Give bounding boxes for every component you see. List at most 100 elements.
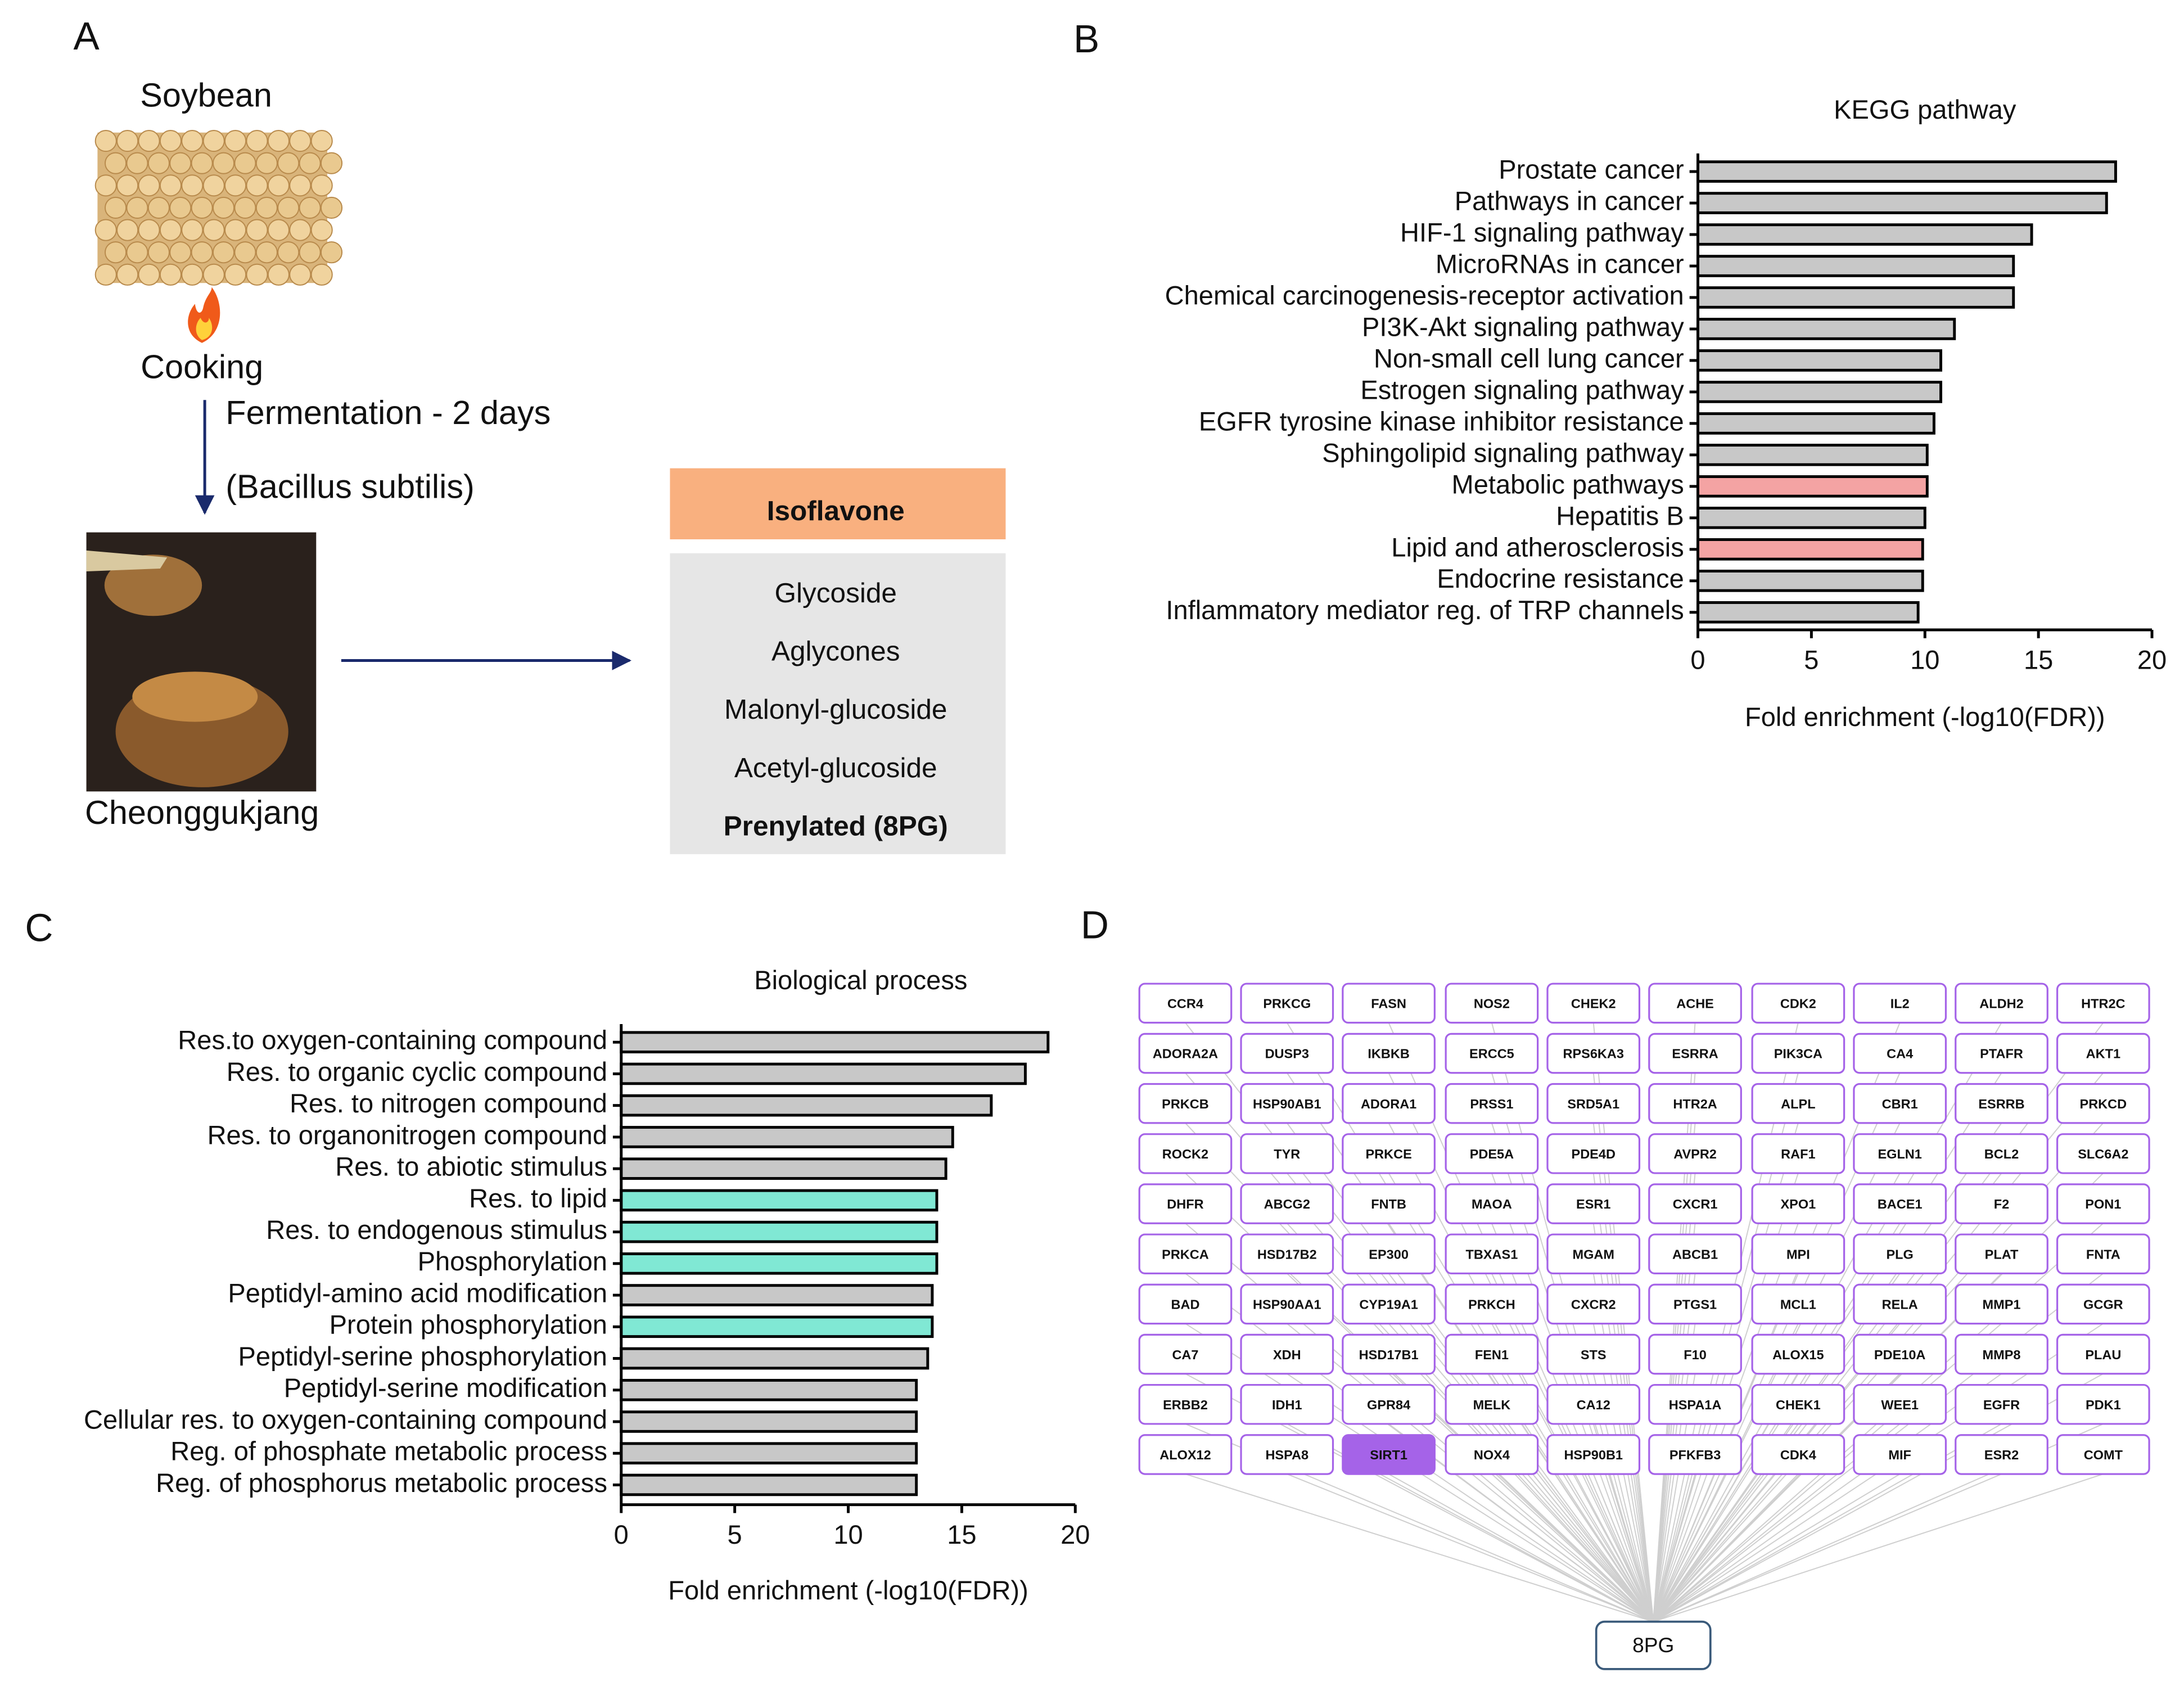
bar: [1696, 570, 1924, 592]
cooking-label: Cooking: [141, 348, 263, 386]
bean: [246, 219, 268, 241]
gene-label: CDK2: [1780, 997, 1816, 1011]
bar: [1696, 444, 1929, 466]
gene-label: IKBKB: [1368, 1047, 1409, 1061]
gene-node: [1648, 1283, 1742, 1325]
bar: [620, 1378, 918, 1401]
organism-label: (Bacillus subtilis): [225, 468, 475, 506]
bean: [310, 130, 333, 152]
bean: [138, 263, 160, 286]
chart-title: Biological process: [754, 965, 967, 995]
gene-node: [1648, 1133, 1742, 1174]
gene-node: [1546, 1133, 1641, 1174]
bar: [620, 1284, 934, 1306]
bar: [1696, 507, 1926, 529]
gene-node: [1751, 1133, 1845, 1174]
panel-d: D CCR4 PRKCG FASN NOS2 CHEK2 ACHE CDK2 IL2 ALDH2…: [1081, 903, 2150, 1670]
gene-node: [1138, 1333, 1233, 1375]
gene-label: EGLN1: [1878, 1147, 1921, 1161]
gene-label: COMT: [2084, 1448, 2123, 1462]
gene-label: HSD17B2: [1257, 1247, 1317, 1261]
gene-node: [1648, 1033, 1742, 1074]
bar: [620, 1347, 929, 1370]
gene-node: [1445, 1183, 1539, 1224]
bar: [1696, 286, 2015, 309]
gene-label: FNTB: [1371, 1197, 1406, 1211]
y-tick-label: EGFR tyrosine kinase inhibitor resistanc…: [1199, 406, 1684, 436]
gene-node: [1648, 1383, 1742, 1425]
gene-node: [1138, 1434, 1233, 1475]
gene-label: MCL1: [1780, 1297, 1816, 1312]
bar: [620, 1126, 954, 1148]
gene-label: CA12: [1577, 1398, 1610, 1412]
gene-label: ALOX12: [1159, 1448, 1211, 1462]
gene-label: PTGS1: [1673, 1297, 1717, 1312]
bean: [289, 263, 312, 286]
table-header: Isoflavone: [767, 495, 905, 526]
gene-node: [1445, 1434, 1539, 1475]
gene-label: CHEK1: [1776, 1398, 1821, 1412]
panel-letter: A: [73, 14, 100, 58]
step-label: Fermentation - 2 days: [225, 394, 550, 431]
gene-node: [1138, 1033, 1233, 1074]
gene-label: CDK4: [1780, 1448, 1816, 1462]
gene-label: NOX4: [1474, 1448, 1510, 1462]
gene-label: PLAU: [2085, 1347, 2121, 1362]
gene-label: ROCK2: [1162, 1147, 1208, 1161]
gene-label: HSPA8: [1265, 1448, 1308, 1462]
gene-node: [1342, 1434, 1436, 1475]
gene-label: MGAM: [1573, 1247, 1614, 1261]
gene-node: [1751, 1033, 1845, 1074]
gene-node: [1955, 1133, 2048, 1174]
bean: [320, 152, 343, 174]
gene-node: [1445, 1033, 1539, 1074]
gene-label: MMP8: [1983, 1347, 2021, 1362]
bean: [246, 263, 268, 286]
bean: [310, 263, 333, 286]
gene-node: [1240, 1233, 1334, 1275]
bean: [277, 196, 300, 219]
table-header-bg: [670, 468, 1006, 540]
gene-node: [1342, 982, 1436, 1024]
gene-label: WEE1: [1881, 1398, 1919, 1412]
gene-node: [2056, 1083, 2150, 1124]
bean: [105, 241, 127, 264]
gene-node: [2056, 1033, 2150, 1074]
gene-node: [1445, 1133, 1539, 1174]
y-tick-label: Phosphorylation: [418, 1246, 607, 1276]
bean: [147, 152, 170, 174]
y-tick-label: HIF-1 signaling pathway: [1400, 217, 1684, 247]
gene-label: ADORA1: [1361, 1097, 1416, 1111]
panel-letter: C: [25, 905, 53, 949]
bean: [310, 219, 333, 241]
bean: [181, 174, 204, 197]
gene-node: [1240, 1033, 1334, 1074]
gene-label: PFKFB3: [1669, 1448, 1721, 1462]
gene-label: ACHE: [1676, 997, 1714, 1011]
gene-label: PON1: [2085, 1197, 2121, 1211]
gene-label: MAOA: [1472, 1197, 1512, 1211]
bar: [620, 1410, 918, 1433]
bean: [202, 263, 225, 286]
gene-label: MMP1: [1983, 1297, 2021, 1312]
flame-core: [196, 318, 213, 340]
gene-node: [1240, 1383, 1334, 1425]
edge: [1592, 1473, 1654, 1622]
y-tick-label: PI3K-Akt signaling pathway: [1362, 312, 1684, 341]
gene-node: [1751, 982, 1845, 1024]
bean: [234, 152, 256, 174]
gene-label: ESRRB: [1978, 1097, 2024, 1111]
x-tick-label: 0: [614, 1520, 629, 1549]
bean: [224, 219, 247, 241]
gene-node: [1240, 1434, 1334, 1475]
bean: [234, 196, 256, 219]
gene-node: [2056, 982, 2150, 1024]
y-tick-label: Reg. of phosphate metabolic process: [170, 1436, 607, 1466]
gene-node: [1648, 1333, 1742, 1375]
gene-label: AKT1: [2086, 1047, 2120, 1061]
gene-node: [2056, 1183, 2150, 1224]
gene-label: DUSP3: [1265, 1047, 1309, 1061]
bean: [310, 174, 333, 197]
bean: [212, 196, 235, 219]
